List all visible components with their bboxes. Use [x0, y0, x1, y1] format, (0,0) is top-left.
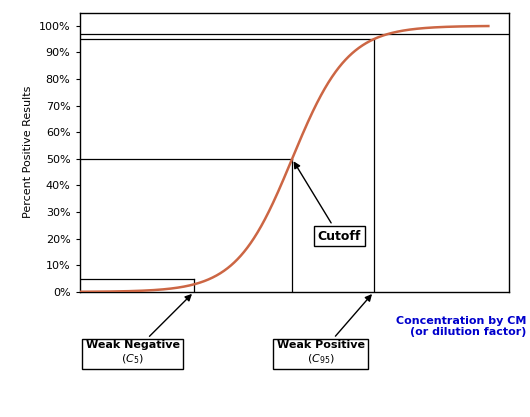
Text: Cutoff: Cutoff — [294, 163, 361, 243]
Text: Concentration by CM
(or dilution factor): Concentration by CM (or dilution factor) — [395, 316, 526, 337]
Text: Weak Positive
$(C_{95})$: Weak Positive $(C_{95})$ — [277, 295, 371, 366]
Text: Weak Negative
$(C_5)$: Weak Negative $(C_5)$ — [86, 295, 191, 366]
Y-axis label: Percent Positive Results: Percent Positive Results — [23, 86, 33, 219]
